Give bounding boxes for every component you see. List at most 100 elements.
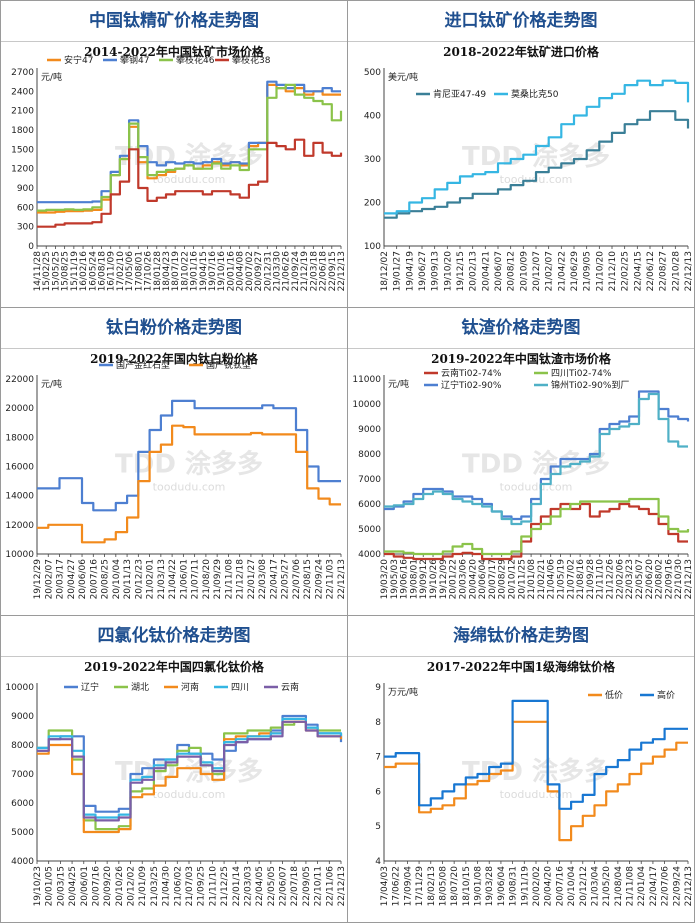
x-tick-label: 20/12/07 [532, 251, 542, 291]
series-line-2 [384, 79, 690, 215]
x-tick-label: 20/07/17 [488, 559, 498, 599]
y-tick-label: 6 [375, 787, 381, 797]
x-tick-label: 20/02/07 [44, 559, 54, 599]
series-line-1 [37, 399, 341, 512]
chart-ticl4: TDD 涂多多toodudu.com2019-2022年中国四氯化钛价格4000… [5, 659, 347, 907]
x-tick-label: 20/08/12 [507, 251, 517, 291]
x-tick-label: 21/01/09 [138, 866, 148, 907]
y-unit-label: 元/吨 [41, 378, 62, 390]
x-tick-label: 22/03/08 [258, 559, 268, 600]
x-tick-label: 22/05/07 [635, 559, 645, 599]
x-tick-label: 22/06/18 [319, 251, 329, 292]
x-tick-label: 22/10/11 [314, 866, 324, 906]
y-tick-label: 11000 [352, 375, 381, 385]
x-tick-label: 21/09/25 [197, 866, 207, 906]
x-tick-label: 20/07/16 [89, 559, 99, 600]
y-tick-label: 7 [375, 753, 381, 763]
x-tick-label: 20/07/02 [245, 251, 255, 291]
x-tick-label: 19/07/16 [208, 251, 218, 292]
panel-heading: 进口钛矿价格走势图 [348, 1, 694, 42]
x-tick-label: 18/10/15 [462, 866, 472, 906]
legend-label: 云南 [281, 681, 299, 693]
x-tick-label: 22/12/13 [337, 251, 347, 291]
x-tick-label: 17/02/10 [116, 251, 126, 292]
y-tick-label: 2400 [11, 87, 34, 97]
y-tick-label: 18000 [5, 433, 34, 443]
legend-label: 安宁47 [64, 54, 93, 66]
legend-label: 国产锐钛型 [206, 359, 251, 371]
x-tick-label: 22/12/13 [684, 866, 694, 906]
x-tick-label: 21/10/20 [595, 251, 605, 292]
x-tick-label: 21/12/18 [236, 559, 246, 600]
x-tick-label: 20/06/06 [78, 559, 88, 600]
x-tick-label: 20/04/25 [68, 866, 78, 906]
x-tick-label: 16/08/18 [97, 251, 107, 292]
x-tick-label: 19/09/12 [419, 559, 429, 599]
x-tick-label: 15/11/19 [70, 251, 80, 292]
x-tick-label: 22/04/17 [649, 866, 659, 906]
x-tick-label: 19/05/03 [390, 559, 400, 599]
x-tick-label: 19/01/08 [474, 866, 484, 907]
x-tick-label: 17/08/01 [134, 251, 144, 291]
x-tick-label: 22/09/24 [672, 866, 682, 907]
x-tick-label: 19/10/20 [443, 251, 453, 292]
x-tick-label: 22/12/13 [337, 559, 347, 599]
x-tick-label: 22/06/12 [646, 251, 656, 291]
x-tick-label: 17/05/06 [125, 251, 135, 292]
x-tick-label: 21/07/02 [566, 559, 576, 599]
x-tick-label: 19/03/28 [485, 866, 495, 907]
watermark-url: toodudu.com [153, 481, 226, 494]
legend-label: 国产金红石型 [116, 359, 170, 371]
legend-label: 攀钢47 [120, 54, 149, 66]
x-tick-label: 21/04/22 [557, 251, 567, 291]
x-tick-label: 22/11/06 [325, 866, 335, 907]
x-tick-label: 20/11/13 [123, 559, 133, 599]
x-tick-label: 21/08/04 [614, 866, 624, 907]
y-tick-label: 2700 [11, 68, 34, 78]
x-tick-label: 17/09/04 [403, 866, 413, 907]
x-tick-label: 17/10/26 [144, 251, 154, 292]
series-line-5 [37, 720, 341, 822]
x-tick-label: 22/12/13 [337, 866, 347, 906]
x-tick-label: 22/10/30 [674, 559, 684, 600]
y-tick-label: 7000 [358, 475, 381, 485]
chart-title: 2018-2022年钛矿进口价格 [443, 44, 600, 59]
panel-ilmenite: 中国钛精矿价格走势图 TDD 涂多多 toodudu.com 2014-2022年中… [0, 0, 348, 308]
x-tick-label: 19/08/31 [509, 866, 519, 906]
y-tick-label: 1500 [11, 145, 34, 155]
watermark-url: toodudu.com [153, 788, 226, 801]
x-tick-label: 19/06/16 [400, 559, 410, 600]
x-tick-label: 22/08/15 [303, 559, 313, 599]
y-tick-label: 6000 [11, 799, 34, 809]
x-tick-label: 17/06/22 [392, 866, 402, 906]
y-tick-label: 4 [375, 857, 381, 867]
x-tick-label: 20/01/22 [449, 559, 459, 599]
series-line-1 [384, 110, 690, 219]
x-tick-label: 20/12/02 [127, 866, 137, 906]
x-tick-label: 18/07/20 [450, 866, 460, 907]
x-tick-label: 18/02/13 [427, 866, 437, 906]
legend-label: 四川 [231, 683, 249, 693]
x-tick-label: 21/12/25 [220, 866, 230, 906]
panel-heading: 钛渣价格走势图 [348, 308, 694, 349]
y-unit-label: 元/吨 [41, 71, 62, 83]
y-tick-label: 12000 [5, 521, 34, 531]
y-tick-label: 8000 [358, 450, 381, 460]
x-tick-label: 22/07/06 [292, 559, 302, 600]
x-tick-label: 20/06/01 [80, 866, 90, 906]
x-tick-label: 21/08/20 [202, 559, 212, 600]
legend-label: 莫桑比克50 [511, 88, 559, 100]
x-tick-label: 22/09/05 [302, 866, 312, 906]
y-tick-label: 500 [364, 68, 381, 78]
x-tick-label: 21/04/06 [547, 559, 557, 600]
x-tick-label: 21/12/19 [300, 251, 310, 292]
x-tick-label: 21/09/28 [586, 559, 596, 600]
x-tick-label: 21/02/07 [545, 251, 555, 291]
x-tick-label: 19/04/15 [199, 251, 209, 291]
panel-heading: 中国钛精矿价格走势图 [1, 1, 347, 42]
x-tick-label: 22/12/13 [684, 559, 694, 599]
